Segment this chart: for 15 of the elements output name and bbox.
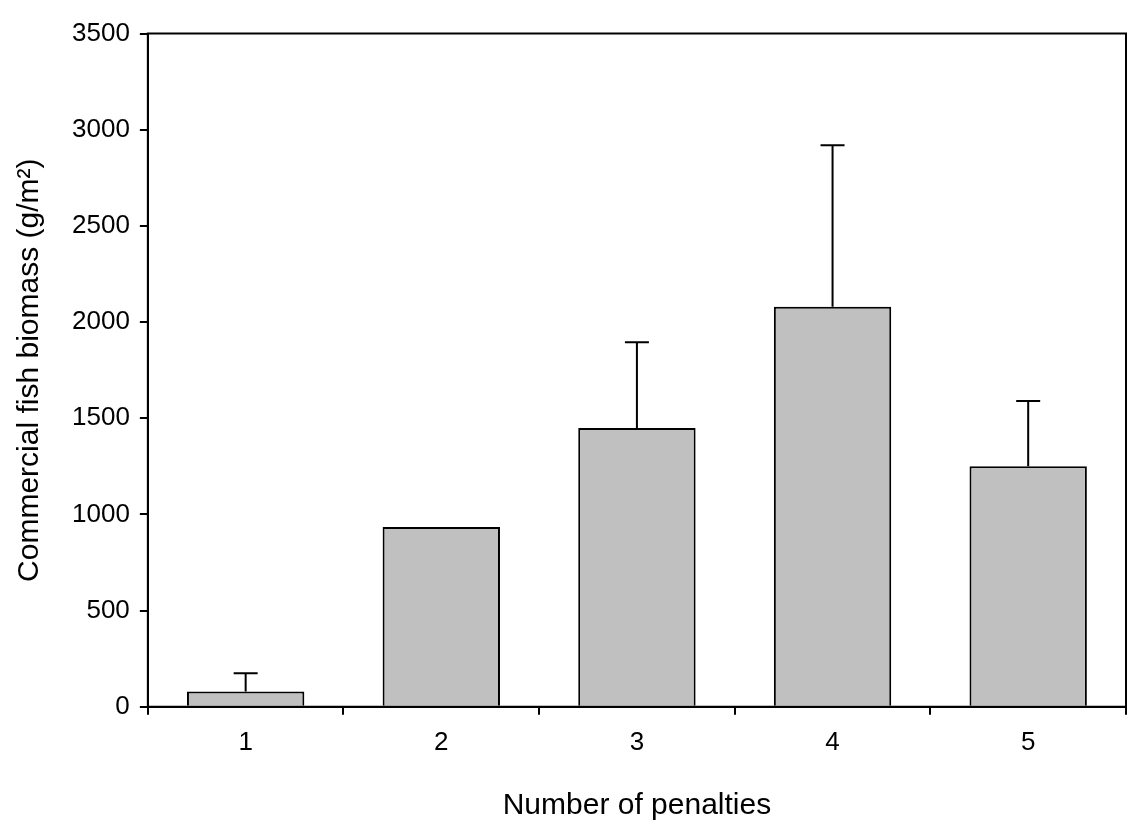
x-tick-label: 5	[1020, 725, 1036, 756]
x-axis-title: Number of penalties	[502, 787, 772, 821]
x-tick-label: 4	[825, 725, 840, 756]
y-tick-label: 0	[115, 689, 130, 720]
y-axis-title: Commercial fish biomass (g/m²)	[11, 158, 45, 582]
y-tick-label: 2000	[72, 305, 130, 336]
y-tick-label: 500	[86, 593, 130, 624]
x-tick-label: 1	[238, 725, 253, 756]
x-tick-label: 2	[434, 725, 449, 756]
y-tick-label: 3000	[72, 112, 130, 143]
y-tick-label: 1500	[72, 401, 130, 432]
y-tick-label: 1000	[72, 497, 130, 528]
x-tick-label: 3	[629, 725, 645, 756]
y-tick-label: 3500	[72, 16, 130, 47]
y-tick-label: 2500	[72, 209, 130, 240]
